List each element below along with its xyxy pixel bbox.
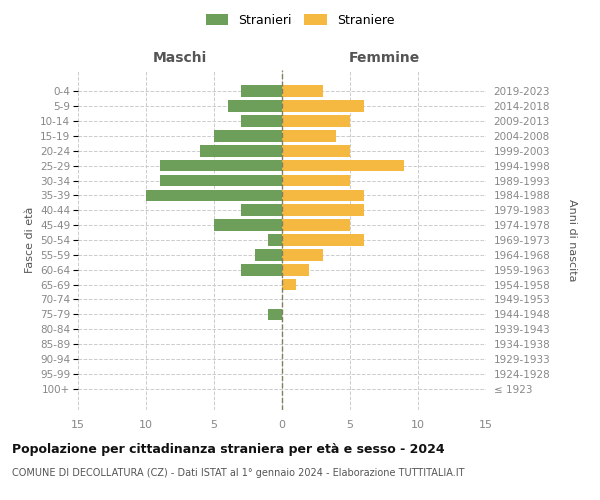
Bar: [282, 279, 296, 290]
Bar: [160, 160, 282, 172]
Bar: [268, 234, 282, 246]
Bar: [282, 249, 323, 260]
Bar: [214, 220, 282, 231]
Bar: [282, 220, 350, 231]
Y-axis label: Anni di nascita: Anni di nascita: [567, 198, 577, 281]
Bar: [200, 145, 282, 156]
Bar: [241, 115, 282, 127]
Bar: [214, 130, 282, 141]
Y-axis label: Fasce di età: Fasce di età: [25, 207, 35, 273]
Bar: [282, 115, 350, 127]
Bar: [282, 100, 364, 112]
Text: Maschi: Maschi: [153, 51, 207, 65]
Bar: [282, 190, 364, 201]
Bar: [282, 86, 323, 97]
Bar: [255, 249, 282, 260]
Bar: [241, 86, 282, 97]
Bar: [282, 234, 364, 246]
Bar: [160, 174, 282, 186]
Bar: [282, 130, 337, 141]
Bar: [282, 174, 350, 186]
Bar: [146, 190, 282, 201]
Legend: Stranieri, Straniere: Stranieri, Straniere: [201, 8, 399, 32]
Bar: [227, 100, 282, 112]
Text: Popolazione per cittadinanza straniera per età e sesso - 2024: Popolazione per cittadinanza straniera p…: [12, 442, 445, 456]
Bar: [282, 264, 309, 276]
Bar: [241, 204, 282, 216]
Text: Femmine: Femmine: [349, 51, 419, 65]
Bar: [282, 204, 364, 216]
Bar: [268, 308, 282, 320]
Bar: [282, 145, 350, 156]
Bar: [282, 160, 404, 172]
Bar: [241, 264, 282, 276]
Text: COMUNE DI DECOLLATURA (CZ) - Dati ISTAT al 1° gennaio 2024 - Elaborazione TUTTIT: COMUNE DI DECOLLATURA (CZ) - Dati ISTAT …: [12, 468, 464, 477]
